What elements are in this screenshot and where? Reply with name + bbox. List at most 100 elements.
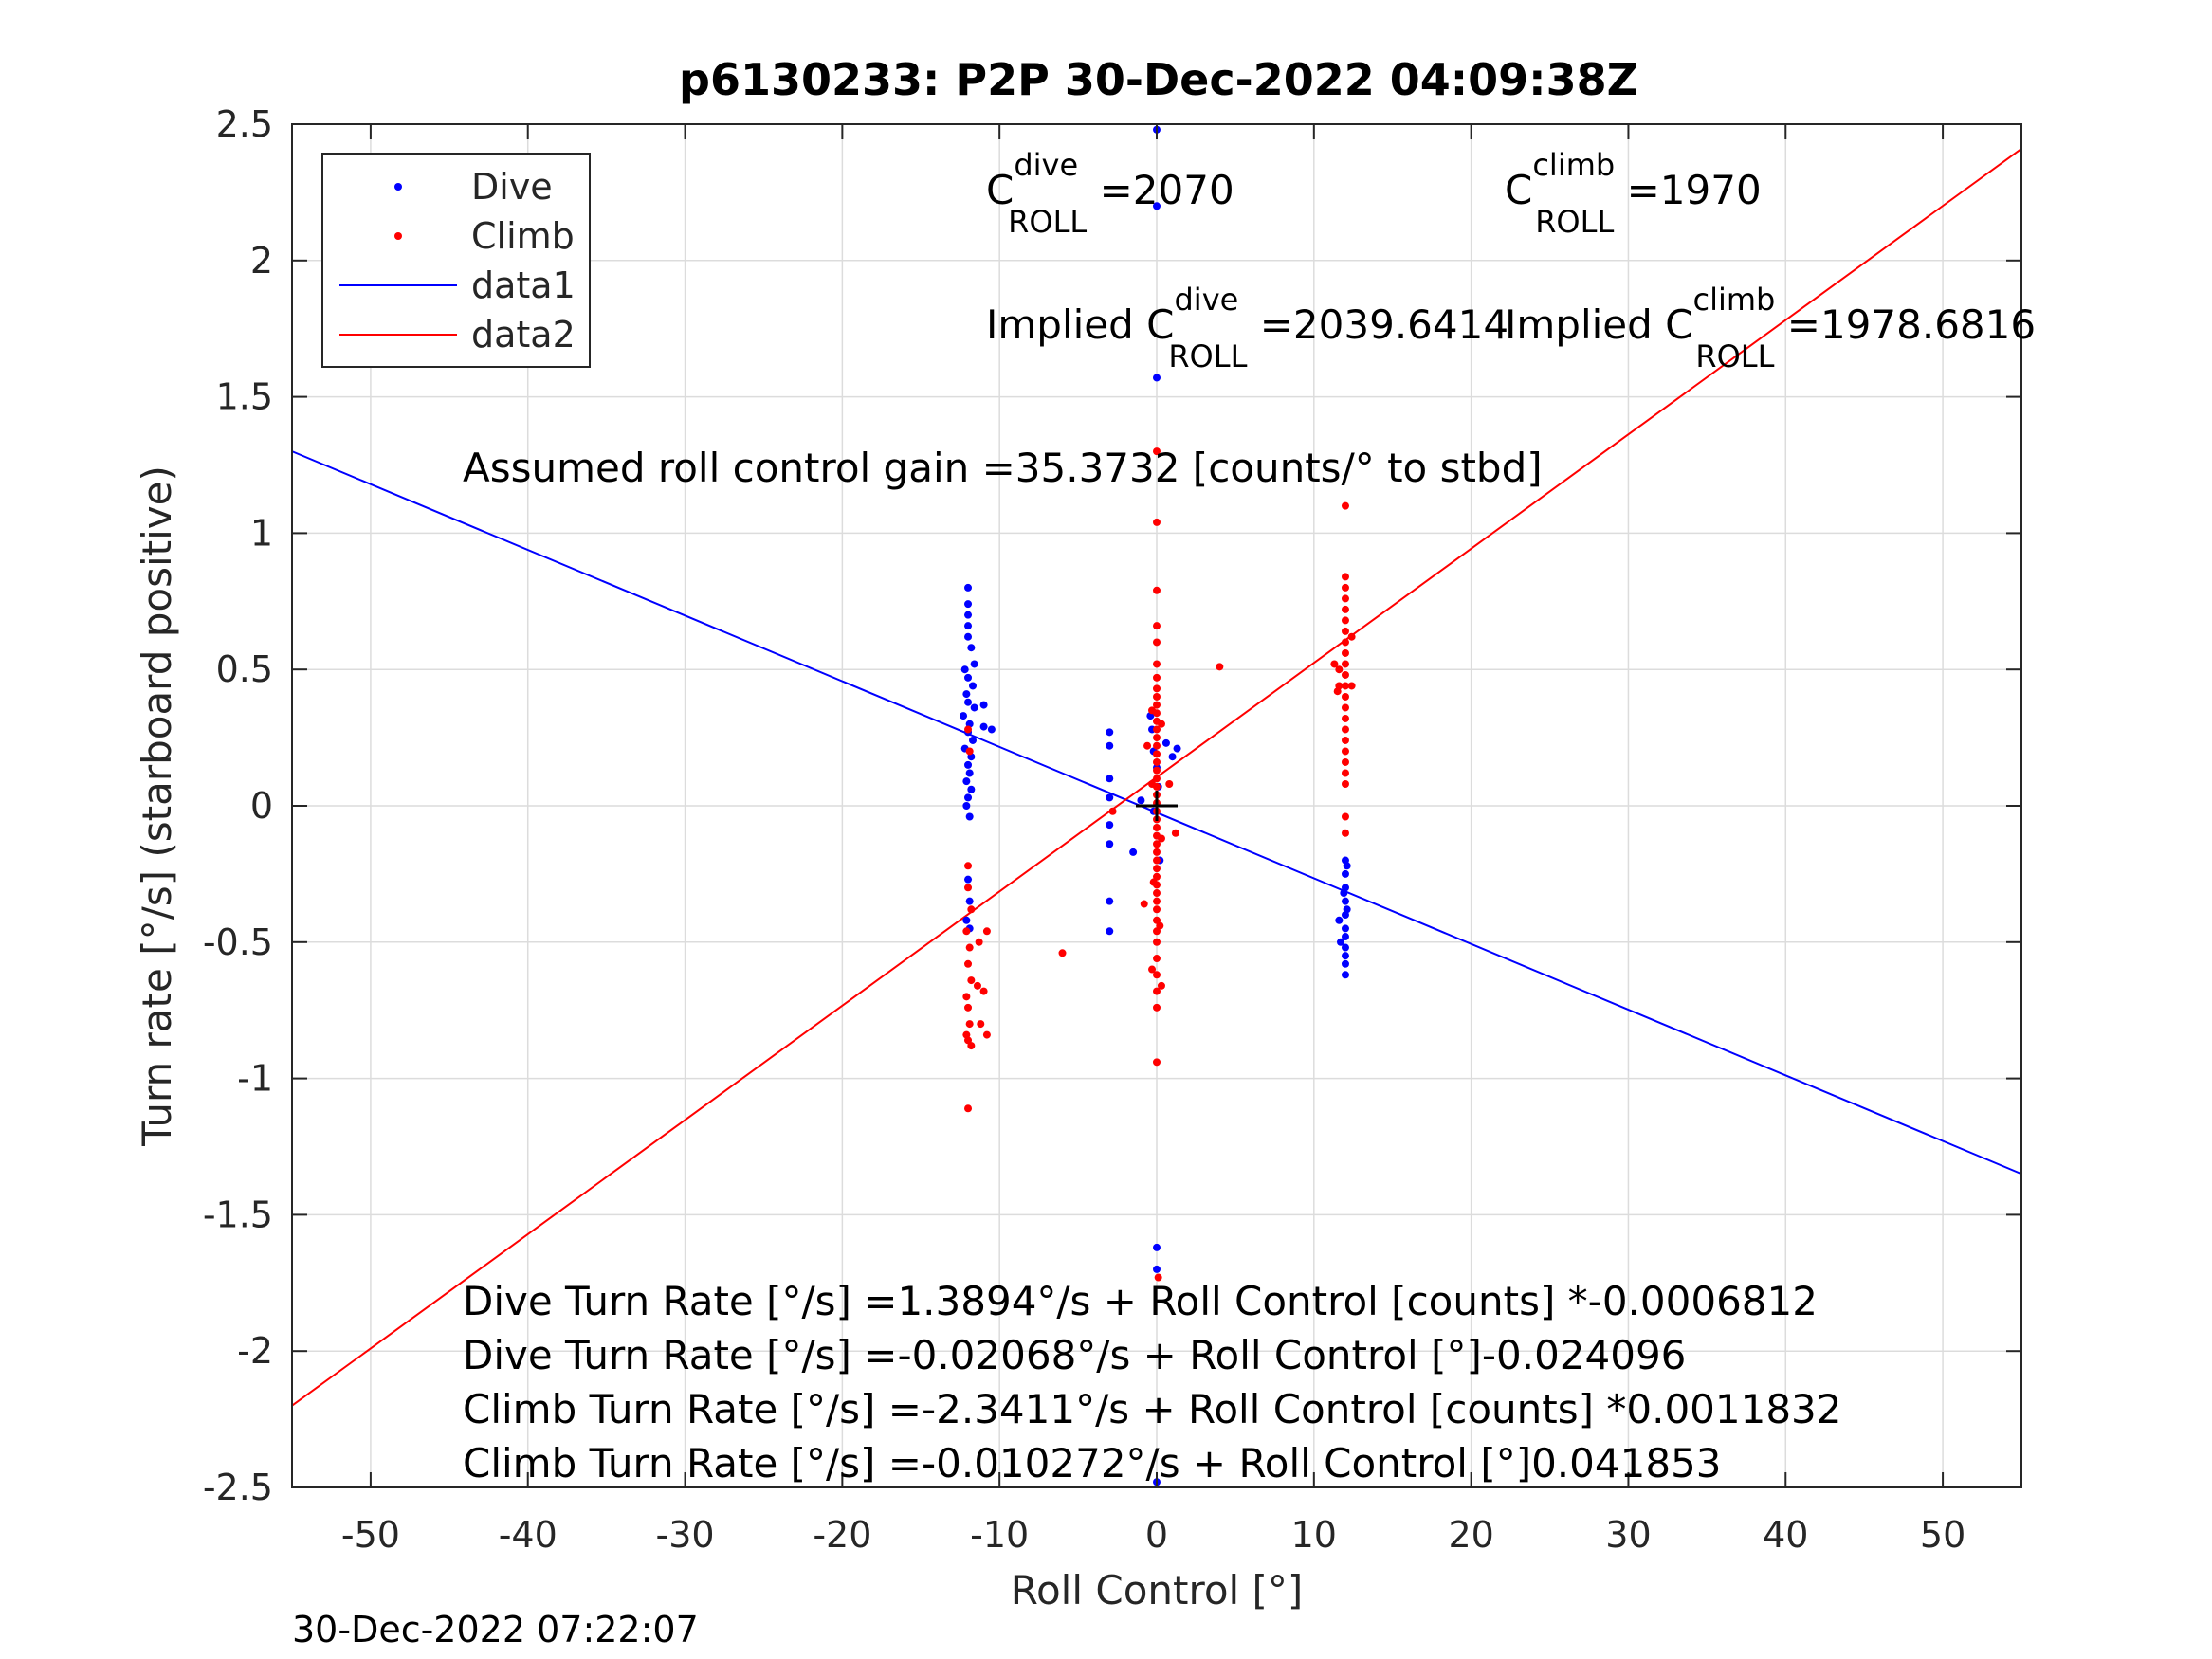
climb-point bbox=[1153, 447, 1161, 456]
dive-point bbox=[1153, 374, 1161, 382]
climb-point bbox=[1153, 856, 1161, 865]
dive-point bbox=[1153, 1243, 1161, 1251]
climb-point bbox=[1153, 766, 1161, 775]
climb-point bbox=[1341, 682, 1349, 690]
climb-point bbox=[1341, 648, 1349, 657]
climb-point bbox=[1341, 605, 1349, 613]
climb-point bbox=[962, 927, 971, 936]
climb-point bbox=[1341, 703, 1349, 712]
dive-point bbox=[1106, 821, 1114, 830]
climb-point bbox=[967, 1042, 976, 1050]
y-tick-label: -1.5 bbox=[203, 1194, 273, 1235]
climb-point bbox=[1341, 670, 1349, 679]
series-dive bbox=[960, 125, 1351, 1486]
y-tick-label: -2 bbox=[237, 1330, 273, 1372]
implied-climb-annotation: Implied Cclimb ROLL =1978.6816 bbox=[1505, 282, 2036, 374]
dive-point bbox=[1129, 848, 1138, 856]
climb-point bbox=[1341, 736, 1349, 744]
gain-annotation: Assumed roll control gain =35.3732 [coun… bbox=[463, 445, 1543, 491]
dive-point bbox=[1153, 1265, 1161, 1273]
climb-point bbox=[1058, 949, 1067, 957]
climb-point bbox=[1153, 692, 1161, 701]
climb-point bbox=[1341, 660, 1349, 668]
climb-point bbox=[1153, 1003, 1161, 1012]
climb-point bbox=[962, 993, 971, 1001]
dive-point bbox=[979, 722, 988, 731]
climb-point bbox=[1347, 632, 1356, 641]
dive-point bbox=[960, 712, 968, 720]
equation-line-4: Climb Turn Rate [°/s] =-0.010272°/s + Ro… bbox=[463, 1440, 1722, 1486]
climb-point bbox=[1341, 594, 1349, 603]
dive-point bbox=[1340, 889, 1348, 898]
climb-point bbox=[1157, 720, 1165, 728]
climb-point bbox=[1153, 848, 1161, 856]
climb-point bbox=[973, 981, 981, 990]
dive-point bbox=[1106, 741, 1114, 750]
dive-point bbox=[964, 583, 973, 592]
dive-point bbox=[965, 769, 974, 777]
dive-point bbox=[1341, 952, 1349, 960]
climb-point bbox=[962, 1030, 971, 1039]
climb-point bbox=[965, 943, 974, 952]
legend-data1-label: data1 bbox=[471, 264, 576, 306]
climb-point bbox=[1153, 889, 1161, 898]
climb-point bbox=[1341, 573, 1349, 581]
legend-dive-label: Dive bbox=[471, 166, 553, 208]
dive-point bbox=[964, 760, 973, 769]
climb-point bbox=[1341, 779, 1349, 788]
climb-point bbox=[1153, 673, 1161, 682]
climb-point bbox=[1148, 965, 1157, 974]
dive-point bbox=[965, 812, 974, 821]
dive-point bbox=[1106, 793, 1114, 802]
x-tick-label: 40 bbox=[1763, 1514, 1808, 1556]
climb-point bbox=[1153, 971, 1161, 979]
climb-point bbox=[1157, 981, 1165, 990]
climb-point bbox=[975, 938, 983, 946]
climb-point bbox=[1140, 900, 1148, 908]
dive-point bbox=[964, 875, 973, 884]
c-climb-annotation: Cclimb ROLL =1970 bbox=[1505, 147, 1762, 240]
dive-point bbox=[962, 802, 971, 810]
climb-point bbox=[1154, 1273, 1162, 1282]
climb-point bbox=[1153, 955, 1161, 963]
climb-point bbox=[1153, 660, 1161, 668]
axis-ticks bbox=[292, 123, 2021, 1488]
center-cross-marker bbox=[1136, 791, 1178, 821]
dive-point bbox=[970, 660, 978, 668]
climb-point bbox=[982, 1030, 991, 1039]
climb-point bbox=[1341, 583, 1349, 592]
legend-dive-marker bbox=[394, 183, 402, 191]
climb-point bbox=[1153, 757, 1161, 766]
dive-point bbox=[964, 622, 973, 630]
climb-point bbox=[964, 1003, 973, 1012]
climb-point bbox=[1149, 878, 1158, 886]
climb-point bbox=[1153, 586, 1161, 594]
dive-point bbox=[967, 644, 976, 652]
climb-point bbox=[1341, 501, 1349, 510]
dive-point bbox=[964, 611, 973, 619]
legend-data2-label: data2 bbox=[471, 314, 576, 356]
dive-point bbox=[962, 916, 971, 924]
climb-point bbox=[1156, 921, 1164, 930]
dive-point bbox=[1106, 927, 1114, 936]
climb-point bbox=[1341, 638, 1349, 647]
climb-point bbox=[1153, 701, 1161, 709]
dive-point bbox=[1168, 753, 1177, 761]
climb-point bbox=[1153, 865, 1161, 873]
climb-point bbox=[982, 927, 991, 936]
x-tick-label: -50 bbox=[341, 1514, 400, 1556]
dive-point bbox=[1341, 897, 1349, 905]
y-tick-label: -1 bbox=[237, 1058, 273, 1100]
x-tick-labels: -50 -40 -30 -20 -10 0 10 20 30 40 50 bbox=[341, 1514, 1965, 1556]
dive-point bbox=[1341, 959, 1349, 968]
climb-point bbox=[1165, 779, 1174, 788]
y-tick-label: 2 bbox=[250, 240, 273, 282]
x-tick-label: 50 bbox=[1920, 1514, 1965, 1556]
climb-point bbox=[1333, 687, 1342, 696]
dive-point bbox=[1341, 971, 1349, 979]
climb-point bbox=[1341, 747, 1349, 756]
dive-point bbox=[964, 632, 973, 641]
x-tick-label: 0 bbox=[1145, 1514, 1168, 1556]
y-tick-label: 0.5 bbox=[216, 648, 273, 690]
